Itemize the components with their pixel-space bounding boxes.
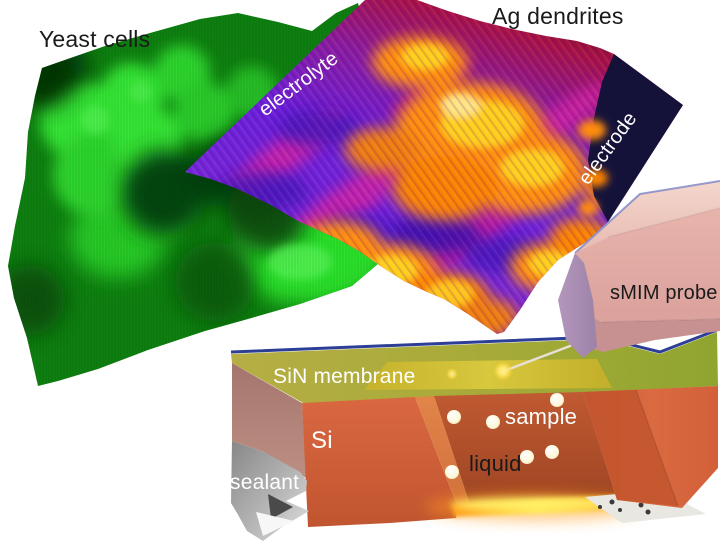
window-dimple [446, 368, 458, 380]
smim-probe-label: sMIM probe [610, 282, 718, 304]
dendrite-electrolyte-surface [185, 0, 683, 334]
liquid-cell-chip [230, 328, 718, 541]
si-front-face [302, 397, 458, 527]
membrane-window [364, 359, 612, 390]
smim-probe [558, 180, 720, 358]
sample-sphere [447, 410, 461, 424]
sample-label: sample [505, 404, 578, 429]
probe-main-face [562, 208, 720, 322]
sample-sphere [445, 465, 459, 479]
sin-membrane-label: SiN membrane [273, 365, 416, 388]
sample-sphere [545, 445, 559, 459]
electrode-region [588, 54, 683, 222]
sealant-label: sealant [230, 471, 300, 494]
etch-pit-back-wall [434, 392, 617, 505]
sample-sphere [486, 415, 500, 429]
si-right-block-facet [583, 390, 678, 506]
sealant-highlight [256, 512, 294, 536]
probe-bottom-facet [562, 302, 720, 352]
sample-sphere [520, 450, 534, 464]
probe-cantilever [493, 344, 572, 381]
si-left-side-face [232, 363, 306, 478]
sample-sphere [550, 393, 564, 407]
yeast-cells-label: Yeast cells [39, 26, 151, 52]
probe-tip-facet [558, 253, 597, 358]
etch-pit-left-wall [415, 396, 470, 508]
ag-dendrites-label: Ag dendrites [492, 3, 624, 29]
si-label: Si [311, 427, 333, 454]
sealant-blob [231, 441, 309, 541]
dendrite-surface-texture [185, 0, 683, 334]
liquid-label: liquid [469, 451, 522, 476]
sample-spheres [445, 393, 564, 479]
probe-top-facet [575, 181, 720, 253]
sealant-dark-notch [268, 494, 293, 519]
